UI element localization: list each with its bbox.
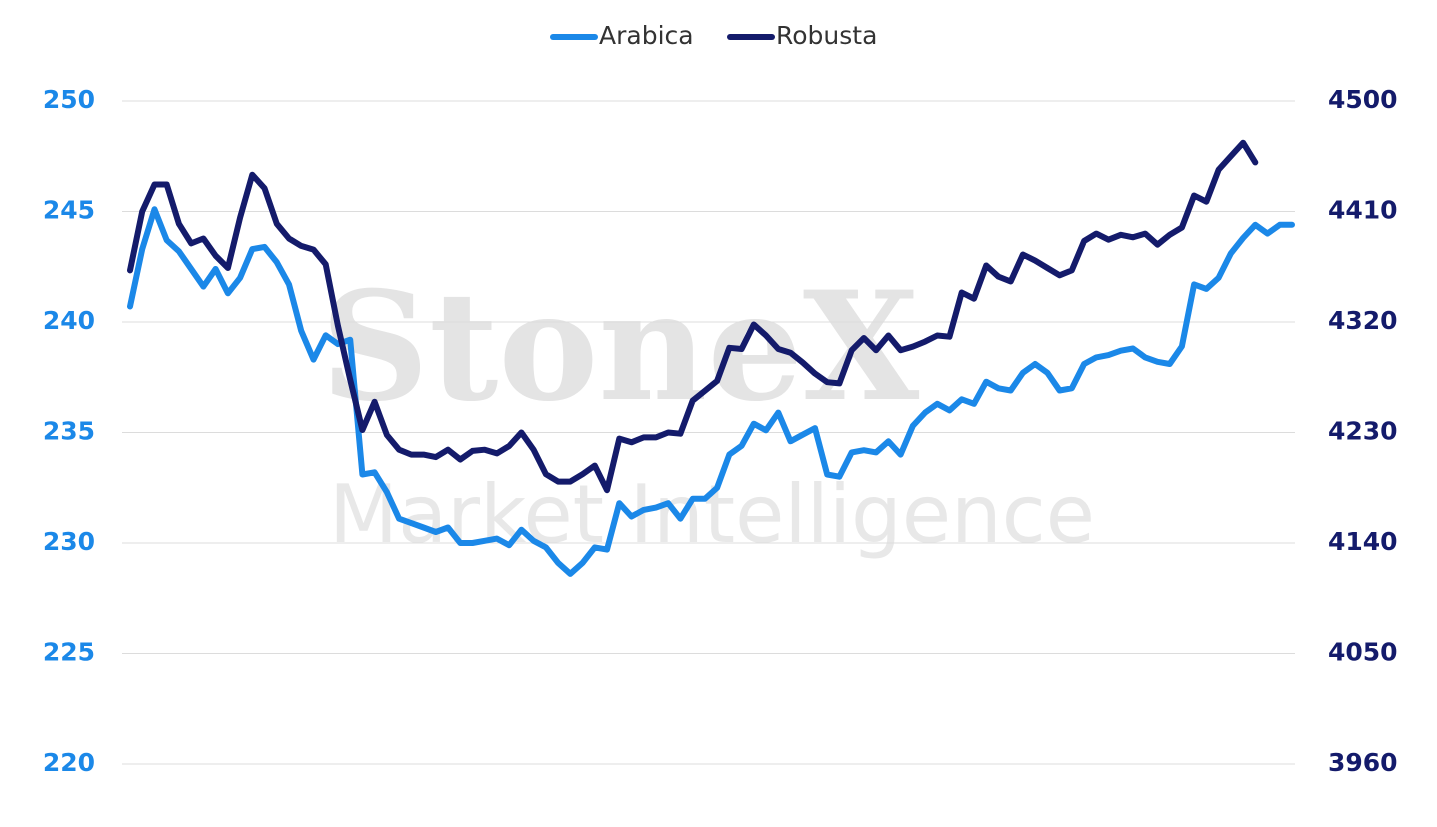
y-tick-label: 240 bbox=[43, 306, 95, 335]
y2-tick-label: 3960 bbox=[1328, 748, 1398, 777]
y2-tick-label: 4320 bbox=[1328, 306, 1398, 335]
legend-label: Robusta bbox=[776, 21, 877, 50]
series-line bbox=[127, 139, 1259, 494]
legend-label: Arabica bbox=[599, 21, 694, 50]
y2-tick-label: 4140 bbox=[1328, 527, 1398, 556]
y2-tick-label: 4410 bbox=[1328, 196, 1398, 225]
watermark-subtitle: Market Intelligence bbox=[329, 468, 1095, 561]
y-tick-label: 250 bbox=[43, 85, 95, 114]
y-tick-label: 225 bbox=[43, 638, 95, 667]
y2-tick-label: 4500 bbox=[1328, 85, 1398, 114]
y2-tick-label: 4050 bbox=[1328, 638, 1398, 667]
y2-tick-label: 4230 bbox=[1328, 417, 1398, 446]
y-tick-label: 245 bbox=[43, 196, 95, 225]
y-tick-label: 220 bbox=[43, 748, 95, 777]
series-line bbox=[127, 206, 1295, 577]
y-tick-label: 230 bbox=[43, 527, 95, 556]
watermark: StoneX bbox=[321, 259, 920, 435]
y-tick-label: 235 bbox=[43, 417, 95, 446]
